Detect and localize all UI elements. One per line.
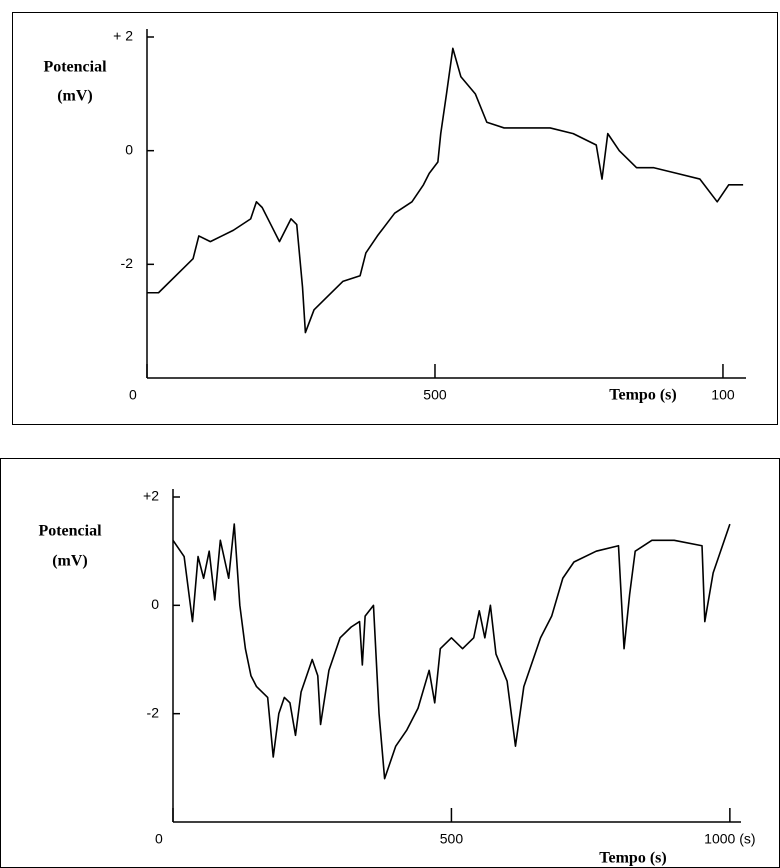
x-tick-label: 100 xyxy=(711,387,735,403)
panel-frame xyxy=(0,458,780,868)
y-axis-label: Potencial xyxy=(38,523,102,540)
x-tick-label: 0 xyxy=(155,831,163,847)
y-axis-label: (mV) xyxy=(57,88,93,105)
x-axis-label: Tempo (s) xyxy=(609,387,676,404)
data-line xyxy=(147,47,744,334)
x-tick-label: 500 xyxy=(440,831,464,847)
panel-frame xyxy=(12,12,778,425)
x-axis-label: Tempo (s) xyxy=(599,850,666,867)
y-tick-label: -2 xyxy=(147,704,160,720)
y-tick-label: 0 xyxy=(151,596,159,612)
y-tick-label: 0 xyxy=(125,141,133,157)
x-tick-label: 500 xyxy=(423,387,447,403)
y-tick-label: -2 xyxy=(121,255,134,271)
y-axis-label: (mV) xyxy=(52,553,88,570)
x-tick-label: 0 xyxy=(129,387,137,403)
y-axis-label: Potencial xyxy=(43,59,107,76)
x-tick-label: 1000 (s) xyxy=(704,831,755,847)
data-line xyxy=(172,523,731,780)
y-tick-label: + 2 xyxy=(113,28,133,44)
y-tick-label: +2 xyxy=(143,488,159,504)
